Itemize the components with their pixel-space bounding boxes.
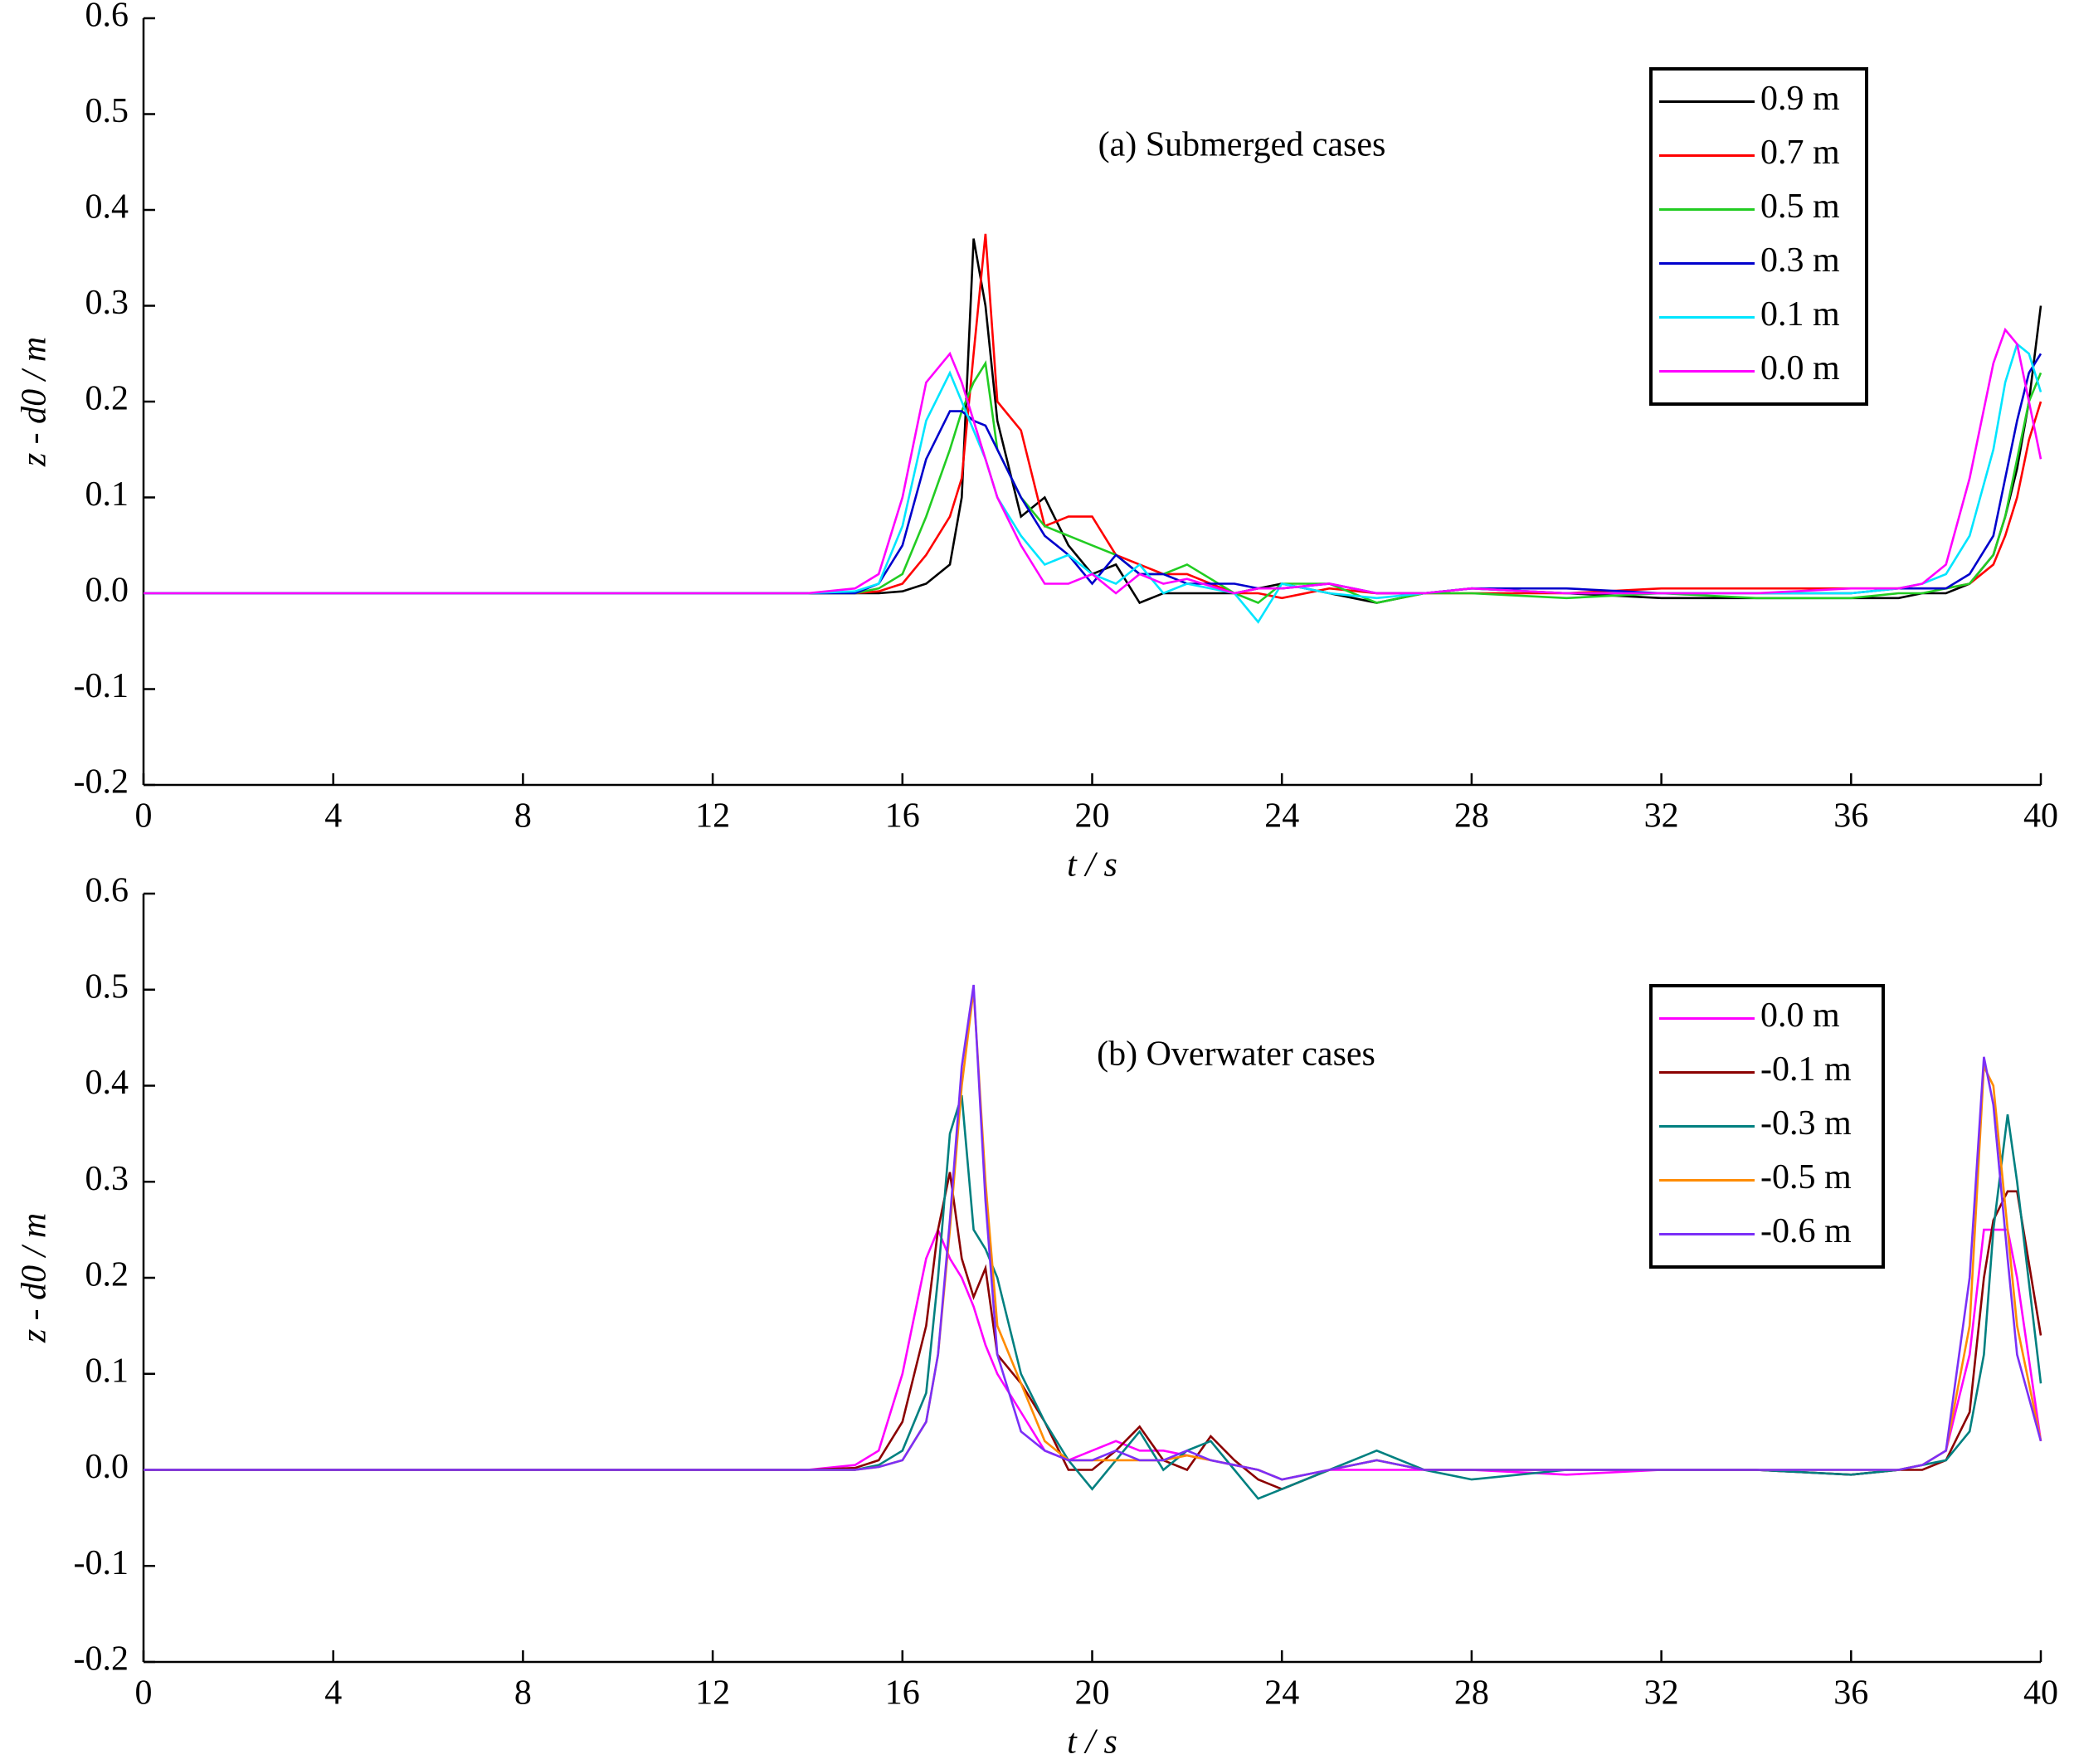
y-tick-label: 0.4 — [85, 1064, 129, 1102]
x-tick-label: 12 — [695, 1674, 730, 1713]
legend-label: 0.0 m — [1760, 997, 1840, 1035]
x-tick-label: 28 — [1454, 797, 1489, 836]
x-tick-label: 40 — [2023, 1674, 2058, 1713]
y-axis-label: z - d0 / m — [16, 337, 54, 467]
x-tick-label: 24 — [1264, 1674, 1299, 1713]
y-tick-label: 0.4 — [85, 188, 129, 227]
x-tick-label: 4 — [324, 797, 342, 836]
y-tick-label: -0.1 — [74, 667, 129, 705]
x-tick-label: 32 — [1644, 797, 1679, 836]
x-tick-label: 32 — [1644, 1674, 1679, 1713]
legend-label: 0.1 m — [1760, 295, 1840, 334]
y-tick-label: 0.1 — [85, 1352, 129, 1390]
x-tick-label: 0 — [135, 797, 153, 836]
x-tick-label: 36 — [1833, 797, 1868, 836]
y-tick-label: 0.6 — [85, 872, 129, 910]
x-tick-label: 16 — [885, 797, 920, 836]
series-line — [144, 360, 2042, 604]
legend-label: -0.5 m — [1760, 1158, 1852, 1196]
legend: 0.0 m -0.1 m -0.3 m -0.5 m -0.6 m — [1649, 984, 1885, 1269]
y-axis-label: z - d0 / m — [16, 1213, 54, 1343]
x-tick-label: 20 — [1075, 797, 1110, 836]
x-tick-label: 12 — [695, 797, 730, 836]
y-tick-label: -0.2 — [74, 1640, 129, 1679]
legend-label: -0.6 m — [1760, 1212, 1852, 1250]
x-tick-label: 28 — [1454, 1674, 1489, 1713]
annotation: (a) Submerged cases — [1098, 126, 1386, 164]
series-line — [144, 1172, 2042, 1491]
legend-label: 0.0 m — [1760, 349, 1840, 387]
x-tick-label: 36 — [1833, 1674, 1868, 1713]
x-tick-label: 8 — [514, 1674, 532, 1713]
x-tick-label: 8 — [514, 797, 532, 836]
legend-label: 0.9 m — [1760, 80, 1840, 118]
y-tick-label: -0.1 — [74, 1544, 129, 1582]
x-axis-label: t / s — [1067, 846, 1117, 884]
x-tick-label: 24 — [1264, 797, 1299, 836]
x-tick-label: 4 — [324, 1674, 342, 1713]
y-tick-label: 0.3 — [85, 1160, 129, 1198]
x-tick-label: 16 — [885, 1674, 920, 1713]
legend: 0.9 m 0.7 m 0.5 m 0.3 m 0.1 m 0.0 m — [1649, 67, 1868, 406]
y-tick-label: 0.0 — [85, 1448, 129, 1486]
y-tick-label: -0.2 — [74, 763, 129, 802]
y-tick-label: 0.1 — [85, 475, 129, 514]
y-tick-label: 0.0 — [85, 572, 129, 610]
y-tick-label: 0.5 — [85, 967, 129, 1006]
x-tick-label: 0 — [135, 1674, 153, 1713]
series-line — [144, 984, 2042, 1481]
x-tick-label: 20 — [1075, 1674, 1110, 1713]
legend-box — [1649, 67, 1868, 406]
y-tick-label: 0.5 — [85, 92, 129, 130]
legend-label: -0.3 m — [1760, 1104, 1852, 1143]
y-tick-label: 0.2 — [85, 1256, 129, 1294]
y-tick-label: 0.3 — [85, 284, 129, 322]
annotation: (b) Overwater cases — [1097, 1035, 1375, 1074]
y-tick-label: 0.2 — [85, 380, 129, 418]
legend-label: -0.1 m — [1760, 1050, 1852, 1089]
legend-label: 0.7 m — [1760, 134, 1840, 172]
series-line — [144, 342, 2042, 624]
y-tick-label: 0.6 — [85, 0, 129, 35]
legend-label: 0.5 m — [1760, 188, 1840, 226]
series-line — [144, 353, 2042, 595]
series-line — [144, 327, 2042, 595]
legend-label: 0.3 m — [1760, 241, 1840, 280]
x-axis-label: t / s — [1067, 1723, 1117, 1762]
x-tick-label: 40 — [2023, 797, 2058, 836]
